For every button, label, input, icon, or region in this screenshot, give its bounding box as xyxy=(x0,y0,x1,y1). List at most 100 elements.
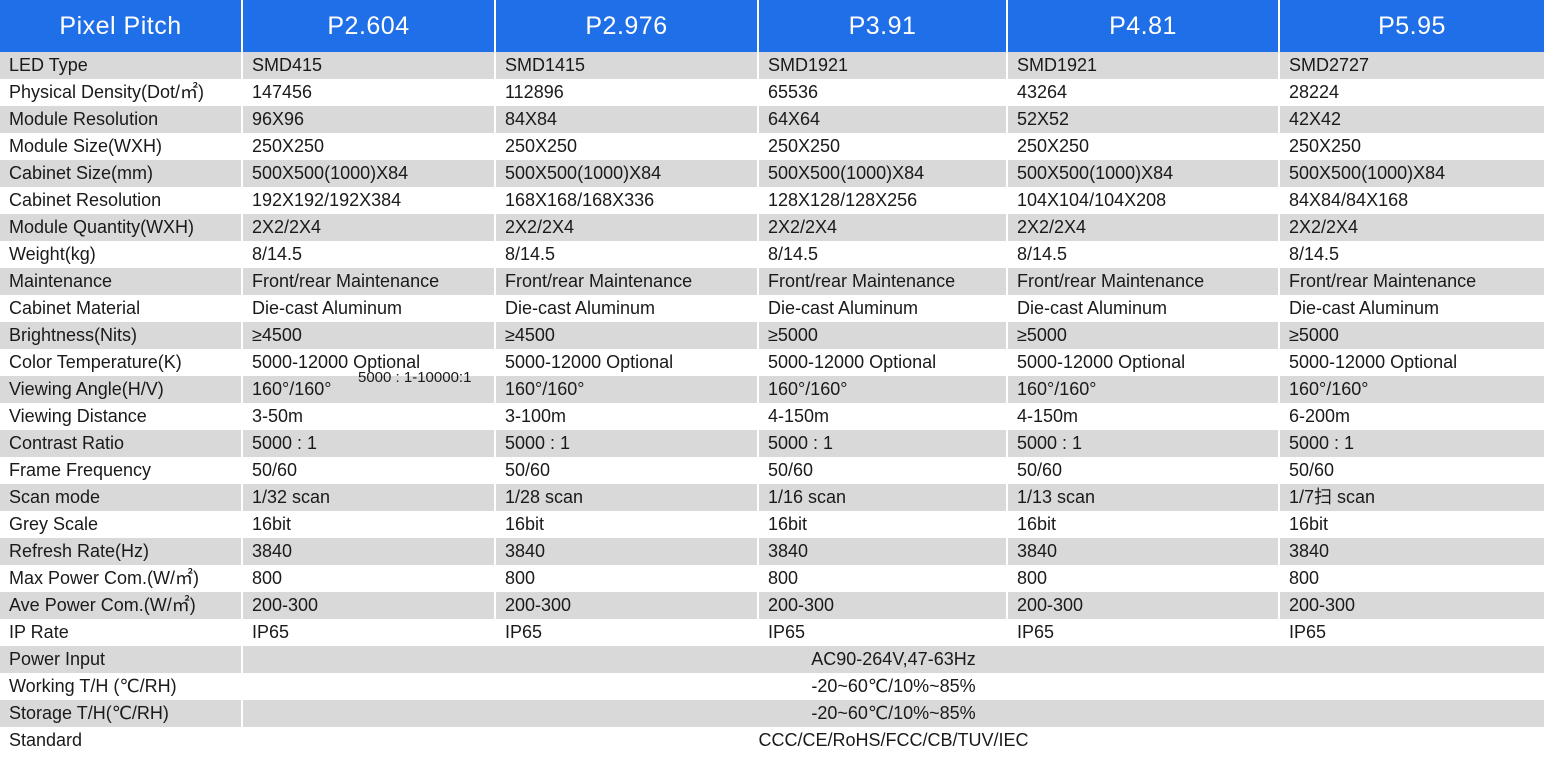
table-cell: 250X250 xyxy=(242,133,496,160)
row-label: Contrast Ratio xyxy=(0,430,243,457)
table-cell: 5000-12000 Optional xyxy=(1279,349,1544,376)
spec-body: LED Type SMD415 SMD1415 SMD1921 SMD1921 SMD27… xyxy=(0,52,1544,754)
table-cell: 250X250 xyxy=(1279,133,1544,160)
table-row: Working T/H (℃/RH) -20~60℃/10%~85% xyxy=(0,673,1544,700)
table-cell: IP65 xyxy=(242,619,496,646)
table-cell: 250X250 xyxy=(495,133,759,160)
table-cell: 160°/160° xyxy=(495,376,759,403)
table-cell: 800 xyxy=(242,565,496,592)
row-label: Cabinet Size(mm) xyxy=(0,160,243,187)
row-label: Module Quantity(WXH) xyxy=(0,214,243,241)
table-cell: 1/28 scan xyxy=(495,484,759,511)
table-row: Maintenance Front/rear Maintenance Front/r… xyxy=(0,268,1544,295)
table-cell: 160°/160° xyxy=(1007,376,1280,403)
header-label: Pixel Pitch xyxy=(0,0,243,52)
table-cell: 50/60 xyxy=(242,457,496,484)
row-label: Working T/H (℃/RH) xyxy=(0,673,243,700)
table-row: Max Power Com.(W/㎡) 800 800 800 800 800 xyxy=(0,565,1544,592)
table-cell: Die-cast Aluminum xyxy=(495,295,759,322)
row-label: Max Power Com.(W/㎡) xyxy=(0,565,243,592)
table-cell: 104X104/104X208 xyxy=(1007,187,1280,214)
header-model: P2.976 xyxy=(495,0,759,52)
table-cell: IP65 xyxy=(758,619,1008,646)
table-row: Brightness(Nits) ≥4500 ≥4500 ≥5000 ≥5000 ≥500… xyxy=(0,322,1544,349)
table-cell: 2X2/2X4 xyxy=(1007,214,1280,241)
table-cell: 800 xyxy=(758,565,1008,592)
table-cell: 6-200m xyxy=(1279,403,1544,430)
table-cell: 4-150m xyxy=(758,403,1008,430)
table-cell: 1/16 scan xyxy=(758,484,1008,511)
table-cell: 16bit xyxy=(1279,511,1544,538)
merged-cell: -20~60℃/10%~85% xyxy=(242,673,1544,700)
row-label: Grey Scale xyxy=(0,511,243,538)
table-cell: 200-300 xyxy=(495,592,759,619)
row-label: Physical Density(Dot/㎡) xyxy=(0,79,243,106)
table-row: Cabinet Resolution 192X192/192X384 168X168… xyxy=(0,187,1544,214)
row-label: Cabinet Material xyxy=(0,295,243,322)
table-cell: SMD1921 xyxy=(758,52,1008,79)
table-cell: 2X2/2X4 xyxy=(1279,214,1544,241)
table-cell: 500X500(1000)X84 xyxy=(242,160,496,187)
row-label: Cabinet Resolution xyxy=(0,187,243,214)
table-cell: 50/60 xyxy=(1007,457,1280,484)
table-row: Viewing Distance 3-50m 3-100m 4-150m 4-150m 6… xyxy=(0,403,1544,430)
table-cell: 8/14.5 xyxy=(1279,241,1544,268)
table-cell: 5000 : 1 xyxy=(242,430,496,457)
table-cell: 50/60 xyxy=(1279,457,1544,484)
table-cell: IP65 xyxy=(1007,619,1280,646)
table-cell: ≥5000 xyxy=(1279,322,1544,349)
table-cell: 5000-12000 Optional xyxy=(1007,349,1280,376)
table-cell: 50/60 xyxy=(758,457,1008,484)
table-cell: 8/14.5 xyxy=(495,241,759,268)
table-row: Ave Power Com.(W/㎡) 200-300 200-300 200-300… xyxy=(0,592,1544,619)
table-cell: 42X42 xyxy=(1279,106,1544,133)
table-row: Grey Scale 16bit 16bit 16bit 16bit 16bit xyxy=(0,511,1544,538)
table-cell: 3840 xyxy=(495,538,759,565)
header-model: P5.95 xyxy=(1279,0,1544,52)
row-label: Module Resolution xyxy=(0,106,243,133)
table-cell: Die-cast Aluminum xyxy=(1279,295,1544,322)
table-cell: 160°/160° xyxy=(758,376,1008,403)
table-cell: 84X84/84X168 xyxy=(1279,187,1544,214)
table-row: Physical Density(Dot/㎡) 147456 112896 65536… xyxy=(0,79,1544,106)
table-row: Power Input AC90-264V,47-63Hz xyxy=(0,646,1544,673)
table-cell: 16bit xyxy=(495,511,759,538)
table-cell: 64X64 xyxy=(758,106,1008,133)
row-label: Ave Power Com.(W/㎡) xyxy=(0,592,243,619)
row-label: Scan mode xyxy=(0,484,243,511)
row-label: Maintenance xyxy=(0,268,243,295)
table-cell: 96X96 xyxy=(242,106,496,133)
table-cell: 5000-12000 Optional xyxy=(758,349,1008,376)
table-cell: 5000 : 1 xyxy=(495,430,759,457)
table-row: Cabinet Size(mm) 500X500(1000)X84 500X500(… xyxy=(0,160,1544,187)
table-cell: 16bit xyxy=(242,511,496,538)
table-cell: IP65 xyxy=(495,619,759,646)
table-cell: 84X84 xyxy=(495,106,759,133)
table-cell: 112896 xyxy=(495,79,759,106)
table-cell: 5000-12000 Optional xyxy=(242,349,496,376)
table-cell: 200-300 xyxy=(758,592,1008,619)
table-row: Viewing Angle(H/V) 160°/160° 160°/160° 160°… xyxy=(0,376,1544,403)
table-cell: 4-150m xyxy=(1007,403,1280,430)
row-label: Weight(kg) xyxy=(0,241,243,268)
table-cell: Die-cast Aluminum xyxy=(1007,295,1280,322)
table-cell: 800 xyxy=(495,565,759,592)
table-row: Refresh Rate(Hz) 3840 3840 3840 3840 3840 xyxy=(0,538,1544,565)
table-cell: ≥4500 xyxy=(242,322,496,349)
table-cell: 160°/160° xyxy=(242,376,496,403)
row-label: Frame Frequency xyxy=(0,457,243,484)
table-cell: 160°/160° xyxy=(1279,376,1544,403)
table-cell: 3840 xyxy=(242,538,496,565)
table-row: Contrast Ratio 5000 : 1 5000 : 1 5000 : 1 50… xyxy=(0,430,1544,457)
table-cell: 500X500(1000)X84 xyxy=(1007,160,1280,187)
header-model: P4.81 xyxy=(1007,0,1280,52)
merged-cell: AC90-264V,47-63Hz xyxy=(242,646,1544,673)
table-cell: SMD1921 xyxy=(1007,52,1280,79)
table-row: LED Type SMD415 SMD1415 SMD1921 SMD1921 SMD27… xyxy=(0,52,1544,79)
table-cell: 200-300 xyxy=(242,592,496,619)
overlap-contrast-text: 5000 : 1-10000:1 xyxy=(358,369,472,386)
table-cell: Front/rear Maintenance xyxy=(1007,268,1280,295)
table-cell: 192X192/192X384 xyxy=(242,187,496,214)
table-cell: Die-cast Aluminum xyxy=(758,295,1008,322)
